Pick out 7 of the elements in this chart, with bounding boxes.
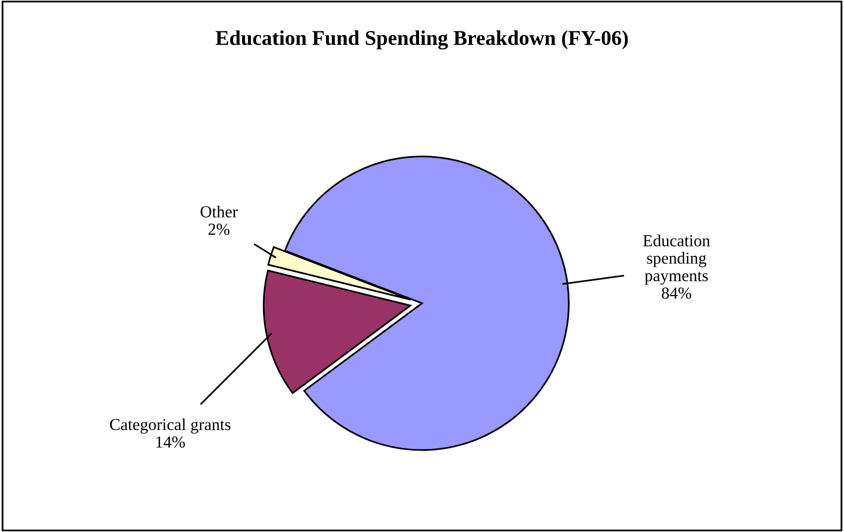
data-label: 84% [662,287,692,299]
chart-title: Education Fund Spending Breakdown (FY-06) [216,30,628,50]
data-label: 2% [208,224,230,235]
slice-label: Other [200,206,238,218]
data-label: 14% [156,436,185,448]
slice-label: Education spending payments [643,234,710,285]
slice-label: Categorical grants [110,418,230,434]
